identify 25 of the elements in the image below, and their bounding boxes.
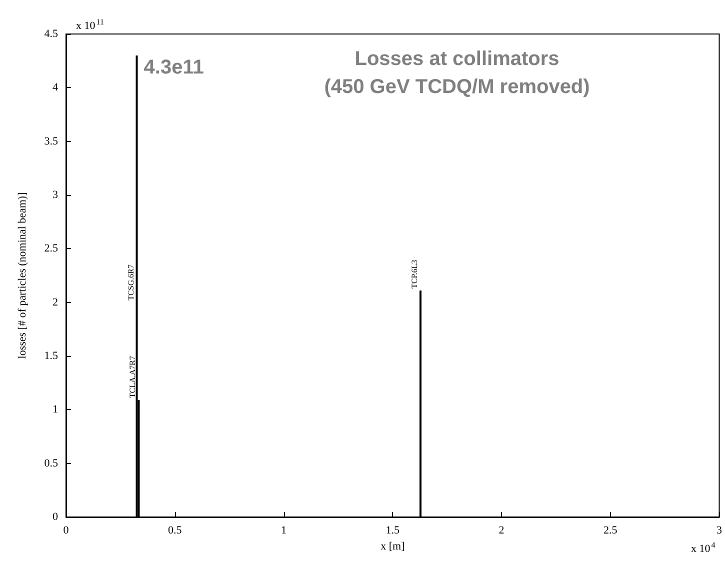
y-tick-label: 1: [52, 404, 58, 416]
annotation: 4.3e11: [144, 56, 204, 78]
x-tick-label: 1.5: [386, 524, 400, 536]
x-tick-label: 2.5: [604, 524, 618, 536]
y-tick-label: 3: [52, 189, 58, 201]
text: Losses at collimators: [354, 48, 560, 70]
y-tick-label: 0: [52, 511, 58, 523]
x-axis-title: x [m]: [380, 540, 405, 552]
y-tick-label: 0.5: [44, 457, 58, 470]
x-tick-label: 3: [716, 524, 722, 536]
annotation: TCP.6L3: [410, 260, 419, 289]
text: (450 GeV TCDQ/M removed): [324, 76, 590, 98]
y-tick-label: 4.5: [44, 28, 58, 40]
y-tick-label: 4: [52, 82, 58, 94]
y-tick-label: 2: [52, 296, 58, 308]
x-tick-label: 1: [281, 524, 286, 536]
annotation: TCLA.A7R7: [128, 356, 138, 398]
x-tick-label: 2: [498, 524, 504, 536]
x-tick-label: 0.5: [168, 524, 182, 536]
y-tick-label: 3.5: [44, 135, 58, 148]
y-tick-label: 1.5: [44, 350, 58, 362]
y-axis-title: losses [# of particles (nominal beam)]: [16, 192, 28, 359]
annotation: TCSG.6R7: [126, 264, 136, 300]
y-tick-label: 2.5: [44, 242, 58, 255]
x-tick-label: 0: [63, 524, 70, 536]
